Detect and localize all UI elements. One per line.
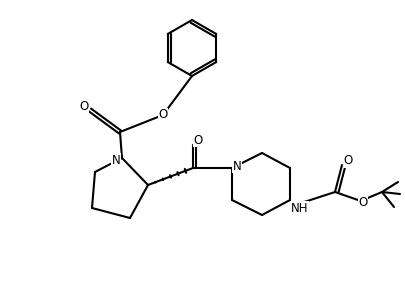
Text: O: O <box>358 196 367 208</box>
Text: NH: NH <box>290 202 308 214</box>
Text: O: O <box>193 134 202 146</box>
Text: O: O <box>79 100 88 112</box>
Text: O: O <box>158 109 167 122</box>
Text: N: N <box>111 154 120 166</box>
Text: O: O <box>343 154 352 167</box>
Text: N: N <box>232 160 241 172</box>
